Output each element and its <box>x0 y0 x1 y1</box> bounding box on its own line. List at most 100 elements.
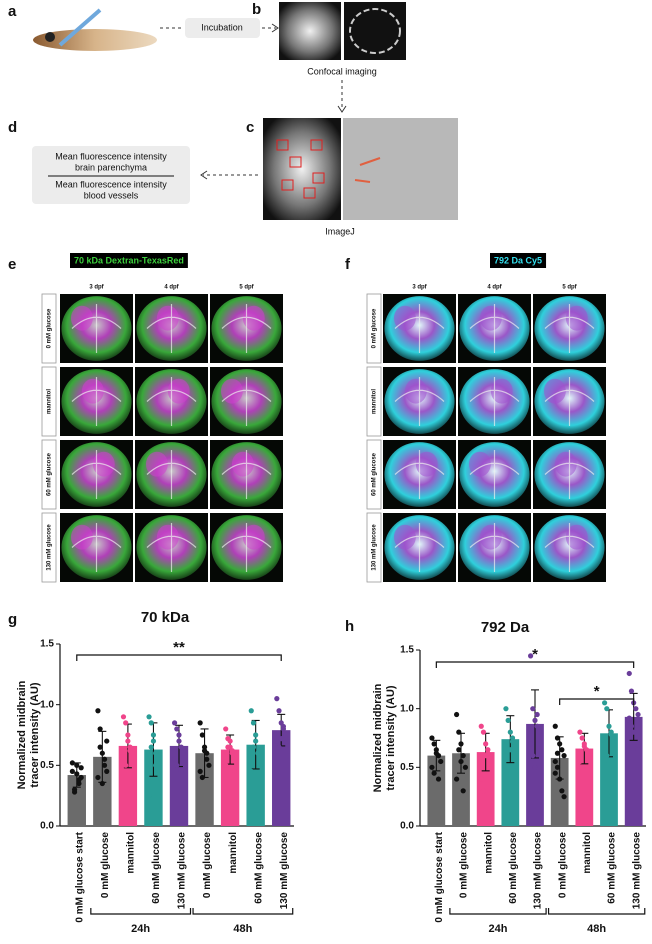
bar <box>67 775 86 826</box>
data-point <box>554 750 561 756</box>
row-label-box <box>366 512 382 583</box>
vessel-pattern <box>544 304 595 353</box>
data-point <box>95 708 101 714</box>
data-point <box>604 753 610 759</box>
imagej-image <box>263 118 341 220</box>
data-point <box>206 762 212 768</box>
data-point <box>559 747 565 753</box>
data-point <box>483 741 489 747</box>
data-point <box>433 750 439 756</box>
data-point <box>460 788 466 794</box>
x-tick-label: 130 mM glucose <box>279 832 290 910</box>
vessel-pattern <box>146 304 197 353</box>
data-point <box>231 756 238 762</box>
data-point <box>278 736 284 742</box>
data-point <box>552 770 558 776</box>
chart-title: 792 Da <box>481 619 530 636</box>
x-tick-label: 0 mM glucose start <box>74 831 85 922</box>
data-point <box>148 744 154 750</box>
data-point <box>150 732 157 738</box>
data-point <box>503 753 509 759</box>
vessel-pattern <box>544 377 595 426</box>
data-point <box>431 741 437 747</box>
vessel-pattern <box>394 304 445 353</box>
vessel-pattern <box>71 377 122 426</box>
tracer-label: 70 kDa Dextran-TexasRed <box>74 255 184 265</box>
vessel-pattern <box>469 304 520 353</box>
data-point <box>633 706 639 712</box>
column-label: 4 dpf <box>487 285 502 291</box>
data-point <box>631 729 637 735</box>
data-point <box>462 764 468 770</box>
data-point <box>204 750 210 756</box>
y-tick-label: 0.5 <box>400 762 414 773</box>
row-label-box <box>366 439 382 510</box>
column-label: 5 dpf <box>239 285 254 291</box>
y-axis-label: tracer intensity (AU) <box>29 682 41 787</box>
row-label: 0 mM glucose <box>47 308 53 348</box>
data-point <box>554 764 561 770</box>
column-label: 3 dpf <box>89 285 104 291</box>
vessel-pattern <box>146 523 197 572</box>
data-point <box>178 768 184 775</box>
data-point <box>579 735 585 741</box>
panel-label: d <box>8 119 17 136</box>
data-point <box>204 756 210 762</box>
data-point <box>530 753 536 759</box>
x-tick-label: 0 mM glucose <box>557 832 568 899</box>
data-point <box>172 720 178 726</box>
column-label: 5 dpf <box>562 285 577 291</box>
significance-bracket <box>559 698 635 705</box>
data-point <box>505 717 511 724</box>
data-point <box>227 738 233 744</box>
data-point <box>283 732 289 738</box>
vessel-pattern <box>71 450 122 499</box>
row-label: 0 mM glucose <box>372 308 378 348</box>
arrow-head <box>271 23 279 33</box>
data-point <box>458 741 464 747</box>
tracer-signal <box>156 305 179 331</box>
group-bracket <box>547 908 646 915</box>
group-bracket <box>90 908 192 915</box>
tracer-box <box>70 253 188 268</box>
data-point <box>199 732 205 738</box>
roi-boxes <box>276 139 325 199</box>
data-point <box>76 777 82 783</box>
data-point <box>604 706 610 712</box>
data-point <box>257 762 263 768</box>
y-tick-label: 0.5 <box>40 760 54 771</box>
significance-bracket <box>435 661 635 668</box>
vessel-pattern <box>221 450 272 499</box>
vessel-pattern <box>221 523 272 572</box>
data-point <box>248 708 254 714</box>
incubation-text: Incubation <box>201 22 243 32</box>
row-label-box <box>366 366 382 437</box>
data-point <box>74 762 80 768</box>
vessel-pattern <box>544 523 595 572</box>
data-point <box>69 760 75 766</box>
data-point <box>153 750 159 756</box>
data-point <box>581 743 587 749</box>
arrow-head <box>337 105 347 113</box>
data-point <box>505 764 511 770</box>
significance-bracket <box>76 654 282 661</box>
vessel-pattern <box>221 304 272 353</box>
vessel-pattern <box>469 377 520 426</box>
data-point <box>530 706 536 712</box>
data-point <box>454 711 460 718</box>
chart-title: 70 kDa <box>141 609 190 626</box>
image-panels: e 70 kDa Dextran-TexasRed 3 dpf 4 dpf 5 dpf 0… <box>8 253 606 583</box>
column-label: 3 dpf <box>412 285 427 291</box>
data-point <box>635 747 641 753</box>
vessel-trace <box>354 157 381 183</box>
bar <box>93 756 112 826</box>
data-point <box>223 726 229 732</box>
vessel-pattern <box>71 304 122 353</box>
fish-illustration <box>33 29 157 51</box>
data-point <box>487 758 493 765</box>
x-tick-label: 60 mM glucose <box>508 832 519 904</box>
row-label: 60 mM glucose <box>47 452 53 496</box>
data-point <box>172 756 178 762</box>
data-point <box>127 748 133 754</box>
